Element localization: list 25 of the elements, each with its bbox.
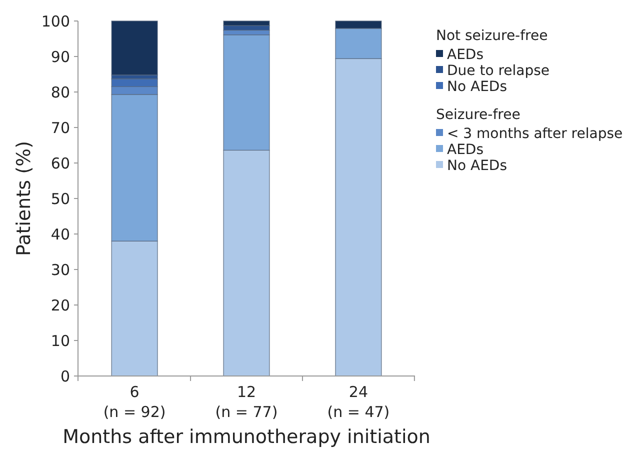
text: Seizure-free: [436, 107, 520, 123]
y-tick-label: 10: [50, 332, 70, 350]
x-axis-title: Months after immunotherapy initiation: [62, 426, 430, 448]
x-tick-label: 12 (n = 77): [215, 383, 278, 421]
y-tick-label: 30: [50, 260, 70, 279]
legend-label: Due to relapse: [447, 63, 550, 79]
legend-label: AEDs: [447, 47, 484, 63]
y-tick-label: 90: [50, 48, 70, 66]
x-tick-label: 24 (n = 47): [327, 383, 390, 421]
legend-label: No AEDs: [447, 158, 507, 174]
y-tick-label: 40: [50, 225, 70, 244]
legend-label: < 3 months after relapse: [447, 126, 623, 142]
legend-label: No AEDs: [447, 79, 507, 95]
y-axis-title: Patients (%): [13, 141, 35, 256]
y-tick-label: 100: [41, 12, 70, 30]
y-tick-label: 70: [50, 118, 70, 137]
y-tick-label: 0: [60, 367, 70, 386]
bar: [111, 20, 158, 76]
x-tick-label: 6 (n = 92): [103, 383, 166, 421]
y-tick-label: 80: [50, 83, 70, 102]
y-tick-label: 60: [50, 154, 70, 172]
text: Not seizure-free: [436, 28, 548, 44]
y-tick-label: 50: [50, 190, 70, 208]
legend-label: AEDs: [447, 142, 484, 158]
y-tick-label: 20: [50, 296, 70, 314]
